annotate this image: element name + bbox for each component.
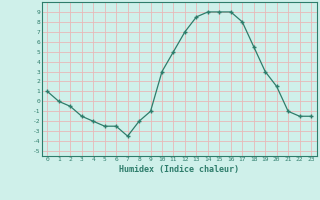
X-axis label: Humidex (Indice chaleur): Humidex (Indice chaleur) bbox=[119, 165, 239, 174]
